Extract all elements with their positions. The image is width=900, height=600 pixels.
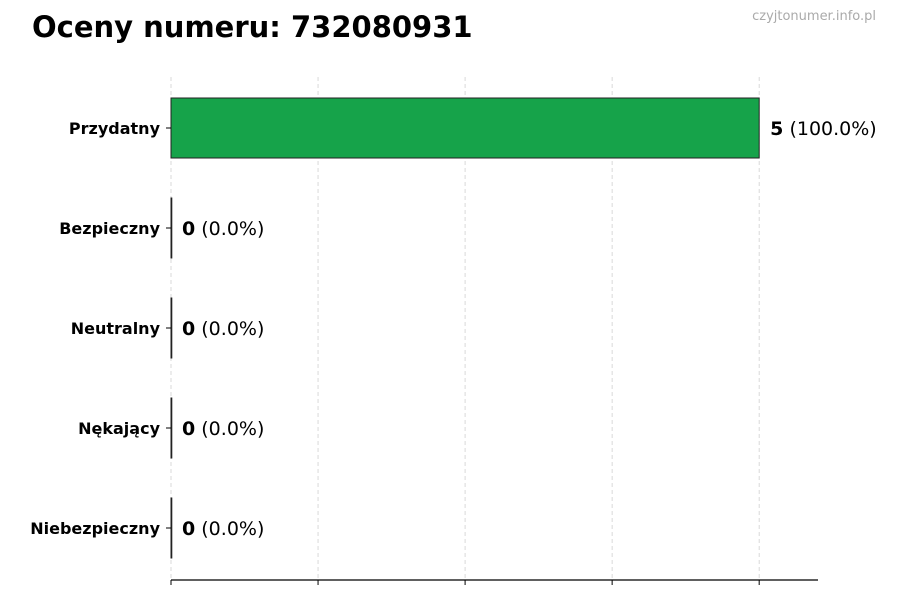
data-label-count: 0	[182, 418, 195, 440]
bar	[170, 397, 173, 459]
data-label-count: 0	[182, 518, 195, 540]
y-tick-label: Nękający	[78, 419, 160, 438]
bar	[170, 97, 760, 159]
data-label-percent: (100.0%)	[783, 118, 876, 140]
y-tick-label: Niebezpieczny	[30, 519, 160, 538]
data-label-count: 5	[770, 118, 783, 140]
data-label-percent: (0.0%)	[195, 218, 264, 240]
watermark: czyjtonumer.info.pl	[752, 9, 876, 24]
data-label: 5 (100.0%)	[770, 118, 877, 140]
data-label: 0 (0.0%)	[182, 418, 264, 440]
y-tick-label: Bezpieczny	[59, 219, 160, 238]
y-tick-label: Neutralny	[71, 319, 161, 338]
data-label: 0 (0.0%)	[182, 518, 264, 540]
data-label-percent: (0.0%)	[195, 318, 264, 340]
data-label-count: 0	[182, 318, 195, 340]
bar	[170, 297, 173, 359]
y-tick-label: Przydatny	[69, 119, 161, 138]
data-label: 0 (0.0%)	[182, 318, 264, 340]
data-label-percent: (0.0%)	[195, 518, 264, 540]
data-label-count: 0	[182, 218, 195, 240]
chart-title: Oceny numeru: 732080931	[32, 10, 473, 44]
bar	[170, 497, 173, 559]
bar	[170, 197, 173, 259]
data-label-percent: (0.0%)	[195, 418, 264, 440]
data-label: 0 (0.0%)	[182, 218, 264, 240]
